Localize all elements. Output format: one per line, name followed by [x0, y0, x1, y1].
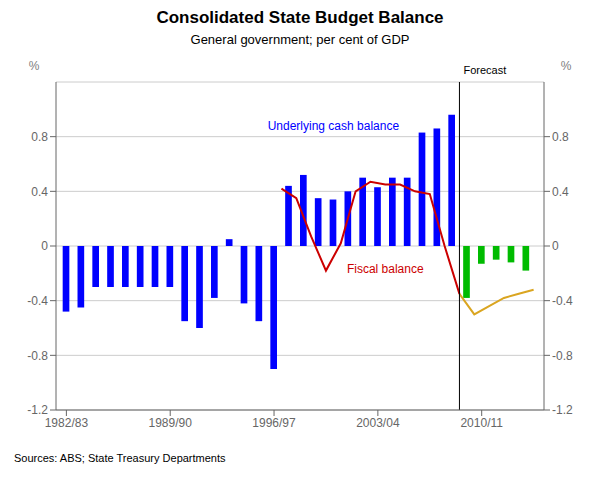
svg-text:0.8: 0.8	[31, 130, 48, 144]
html-text:General government; per cent o: General government; per cent of GDP	[190, 32, 410, 47]
svg-text:1996/97: 1996/97	[252, 416, 296, 430]
svg-text:1982/83: 1982/83	[45, 416, 89, 430]
html-text:Consolidated State Budget Bala: Consolidated State Budget Balance	[156, 8, 444, 27]
svg-text:Underlying cash balance: Underlying cash balance	[268, 119, 400, 133]
svg-text:-1.2: -1.2	[552, 403, 573, 417]
svg-text:-0.8: -0.8	[27, 349, 48, 363]
svg-text:%: %	[561, 59, 572, 73]
svg-text:Fiscal balance: Fiscal balance	[347, 262, 424, 276]
svg-text:-0.4: -0.4	[27, 294, 48, 308]
svg-text:1989/90: 1989/90	[149, 416, 193, 430]
svg-text:0.4: 0.4	[31, 185, 48, 199]
svg-text:0: 0	[41, 239, 48, 253]
svg-text:0.8: 0.8	[552, 130, 569, 144]
svg-text:0.4: 0.4	[552, 185, 569, 199]
svg-text:-0.4: -0.4	[552, 294, 573, 308]
svg-text:%: %	[29, 59, 40, 73]
svg-text:2003/04: 2003/04	[356, 416, 400, 430]
svg-text:Forecast: Forecast	[463, 64, 506, 76]
svg-text:2010/11: 2010/11	[460, 416, 503, 430]
svg-text:-0.8: -0.8	[552, 349, 573, 363]
svg-text:0: 0	[552, 239, 559, 253]
html-text:Sources: ABS; State Treasury D: Sources: ABS; State Treasury Departments	[14, 452, 226, 464]
svg-text:-1.2: -1.2	[27, 403, 48, 417]
